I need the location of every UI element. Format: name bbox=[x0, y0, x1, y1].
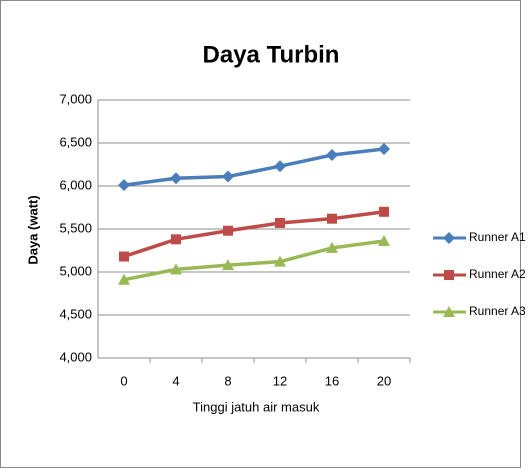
marker bbox=[118, 179, 130, 192]
series-line bbox=[123, 239, 385, 282]
y-tick-label: 4,000 bbox=[59, 349, 92, 364]
marker bbox=[222, 170, 234, 183]
marker bbox=[444, 270, 454, 280]
x-tick-label: 4 bbox=[172, 373, 179, 388]
y-tick-label: 6,500 bbox=[59, 134, 92, 149]
chart-frame bbox=[0, 0, 521, 468]
marker bbox=[274, 255, 286, 267]
marker bbox=[378, 235, 390, 247]
marker bbox=[170, 263, 182, 275]
x-tick-label: 12 bbox=[273, 373, 287, 388]
marker bbox=[274, 160, 286, 173]
marker bbox=[326, 241, 338, 253]
x-tick-label: 0 bbox=[120, 373, 127, 388]
y-tick-label: 5,000 bbox=[59, 263, 92, 278]
legend-label: Runner A1 bbox=[469, 230, 526, 244]
y-tick-label: 5,500 bbox=[59, 220, 92, 235]
marker bbox=[170, 172, 182, 185]
y-axis-label: Daya (watt) bbox=[25, 195, 40, 264]
marker bbox=[443, 232, 455, 244]
marker bbox=[171, 234, 181, 245]
x-tick-label: 8 bbox=[224, 373, 231, 388]
legend-label: Runner A2 bbox=[469, 267, 526, 281]
marker bbox=[118, 273, 130, 285]
marker bbox=[275, 217, 285, 228]
chart-title: Daya Turbin bbox=[203, 41, 340, 68]
marker bbox=[222, 259, 234, 271]
x-tick-label: 20 bbox=[377, 373, 391, 388]
marker bbox=[223, 225, 233, 236]
legend-label: Runner A3 bbox=[469, 304, 526, 318]
marker bbox=[326, 149, 338, 162]
x-axis-label: Tinggi jatuh air masuk bbox=[193, 399, 320, 414]
marker bbox=[379, 206, 389, 217]
series-line bbox=[123, 210, 385, 259]
marker bbox=[327, 213, 337, 224]
x-tick-label: 16 bbox=[325, 373, 339, 388]
marker bbox=[443, 306, 455, 317]
y-tick-label: 7,000 bbox=[59, 91, 92, 106]
y-tick-label: 6,000 bbox=[59, 177, 92, 192]
marker bbox=[119, 251, 129, 262]
series-line bbox=[123, 147, 385, 187]
marker bbox=[378, 143, 390, 156]
y-tick-label: 4,500 bbox=[59, 306, 92, 321]
